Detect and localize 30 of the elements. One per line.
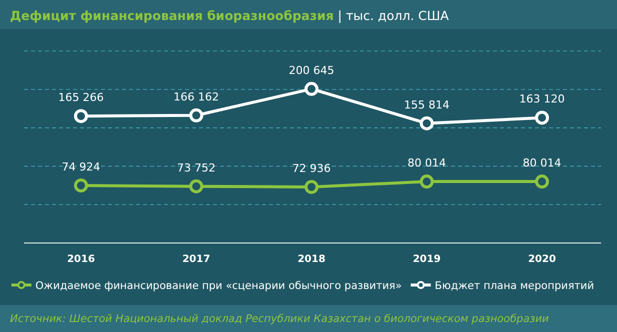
chart-subtitle: | тыс. долл. США: [338, 8, 450, 23]
point: [304, 82, 318, 96]
x-tick-label: 2020: [528, 254, 556, 265]
legend-label: Ожидаемое финансирование при «сценарии обычного развития»: [35, 280, 402, 292]
point: [420, 174, 434, 189]
point: [420, 116, 434, 130]
data-label: 74 924: [62, 160, 100, 174]
x-tick-label: 2017: [182, 254, 210, 265]
data-label: 200 645: [288, 64, 334, 77]
point: [535, 110, 549, 125]
data-label: 165 266: [58, 91, 104, 104]
data-label: 73 752: [177, 161, 216, 174]
point: [535, 174, 549, 189]
data-label: 80 014: [522, 156, 562, 170]
point: [189, 108, 204, 122]
data-label: 163 120: [519, 92, 565, 106]
data-label: 155 814: [404, 98, 450, 112]
text: Источник: Шестой Национальный доклад Республики Казахстан о биологическом разнообразии: [10, 313, 550, 325]
x-tick-label: 2019: [412, 254, 441, 265]
legend-label: Бюджет плана мероприятий: [434, 280, 594, 292]
data-label: 72 936: [292, 162, 331, 175]
x-tick-label: 2018: [298, 254, 326, 265]
chart-title: Дефицит финансирования биоразнообразия: [10, 8, 334, 23]
point: [189, 179, 204, 194]
data-label: 80 014: [408, 156, 446, 170]
x-tick-label: 2016: [67, 254, 95, 265]
point: [74, 178, 88, 192]
data-label: 166 162: [174, 90, 219, 104]
point: [74, 109, 88, 124]
point: [304, 180, 318, 194]
